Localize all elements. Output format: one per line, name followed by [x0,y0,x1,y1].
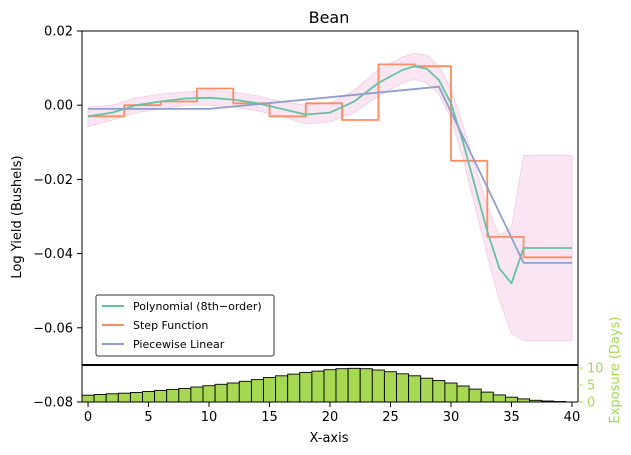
histogram-bar [480,391,494,403]
histogram-bar [468,388,482,403]
histogram-bar [359,368,373,403]
histogram-bar [142,391,156,403]
x-tick-label: 25 [382,410,399,425]
x-tick-label: 5 [144,410,152,425]
y-tick-label: 0.02 [44,25,73,40]
histogram-bar [263,377,277,403]
histogram-bar [226,382,240,403]
exposure-histogram [81,367,567,403]
histogram-bar [154,389,168,403]
legend-box [95,294,275,357]
histogram-bar [105,393,119,403]
legend-label-piecewise: Piecewise Linear [133,338,225,351]
histogram-bar [190,386,204,403]
histogram-bar [93,394,107,403]
exposure-tick-label: 5 [587,379,595,394]
x-tick-label: 20 [322,410,339,425]
histogram-bar [202,385,216,403]
histogram-bar [323,369,337,403]
y-axis-ticks: 0.02 0.00 −0.02 −0.04 −0.06 −0.08 [33,25,82,411]
polynomial-line [87,65,572,285]
exposure-tick-label: 0 [587,396,595,411]
series-lines [87,63,572,285]
histogram-bar [166,388,180,403]
histogram-bar [275,375,289,403]
histogram-bar [347,367,361,403]
histogram-bar [214,383,228,403]
histogram-bar [396,373,410,403]
y-tick-label: −0.08 [33,396,73,411]
histogram-bar [371,369,385,403]
histogram-bar [117,392,131,403]
x-axis-label: X-axis [310,431,349,446]
histogram-bar [311,370,325,403]
histogram-bar [408,375,422,403]
x-tick-label: 30 [443,410,460,425]
y-tick-label: −0.04 [33,247,73,262]
exposure-axis-ticks: 0 5 10 [578,362,604,411]
piecewise-linear-line [88,85,572,264]
x-tick-label: 15 [261,410,278,425]
x-tick-label: 10 [201,410,218,425]
y-tick-label: −0.06 [33,321,73,336]
histogram-bar [444,382,458,403]
y-tick-label: −0.02 [33,173,73,188]
legend-label-polynomial: Polynomial (8th−order) [133,300,262,313]
y-axis-label: Log Yield (Bushels) [10,155,25,278]
histogram-bar [335,368,349,403]
histogram-bar [383,371,397,403]
legend-label-step: Step Function [133,319,208,332]
x-tick-label: 0 [84,410,92,425]
histogram-bar [420,377,434,403]
histogram-bar [504,396,518,403]
x-tick-label: 35 [503,410,520,425]
legend: Polynomial (8th−order) Step Function Pie… [95,294,275,357]
histogram-bar [178,387,192,403]
exposure-axis-label: Exposure (Days) [608,317,623,424]
histogram-bar [81,394,95,403]
y-tick-label: 0.00 [44,99,73,114]
histogram-bar [299,371,313,403]
x-axis-ticks: 0 5 10 15 20 25 30 35 40 [84,402,580,425]
histogram-bar [129,392,143,403]
histogram-bar [432,380,446,403]
x-tick-label: 40 [564,410,581,425]
step-function-line [88,63,572,259]
exposure-tick-label: 10 [587,362,604,377]
histogram-bar [287,373,301,403]
chart-title: Bean [309,8,350,27]
histogram-bar [456,385,470,403]
histogram-bar [250,379,264,403]
histogram-bar [238,380,252,403]
histogram-bar [492,394,506,403]
